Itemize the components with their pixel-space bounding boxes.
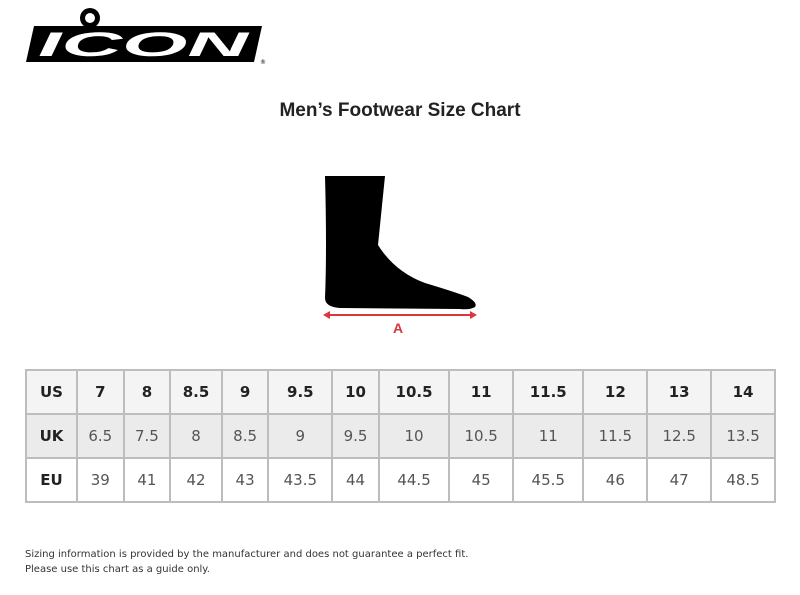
foot-diagram: A <box>323 176 477 336</box>
row-header: EU <box>25 457 78 503</box>
size-cell: 46 <box>582 457 649 503</box>
table-row-eu: EU 39 41 42 43 43.5 44 44.5 45 45.5 46 47 48.5 <box>25 457 776 503</box>
size-cell: 39 <box>76 457 125 503</box>
size-cell: 41 <box>122 457 172 503</box>
size-cell: 8.5 <box>169 369 223 415</box>
measure-arrow <box>323 311 477 319</box>
size-cell: 6.5 <box>76 413 125 459</box>
table-row-uk: UK 6.5 7.5 8 8.5 9 9.5 10 10.5 11 11.5 12.5 13.5 <box>25 413 776 459</box>
size-cell: 10 <box>331 369 380 415</box>
size-table: US 7 8 8.5 9 9.5 10 10.5 11 11.5 12 13 14 UK 6.5 7.5 8 8.… <box>25 369 776 503</box>
size-cell: 11 <box>448 369 515 415</box>
row-header: UK <box>25 413 78 459</box>
size-cell: 10.5 <box>377 369 451 415</box>
size-cell: 12 <box>582 369 649 415</box>
measure-label: A <box>393 320 403 336</box>
svg-text:®: ® <box>260 59 266 66</box>
size-cell: 9 <box>220 369 270 415</box>
size-cell: 9 <box>267 413 334 459</box>
size-cell: 8 <box>169 413 223 459</box>
row-header: US <box>25 369 78 415</box>
size-cell: 9.5 <box>331 413 380 459</box>
size-cell: 8 <box>122 369 172 415</box>
size-cell: 43 <box>220 457 270 503</box>
size-cell: 10.5 <box>448 413 515 459</box>
size-cell: 11.5 <box>512 369 585 415</box>
disclaimer-line: Please use this chart as a guide only. <box>25 564 210 575</box>
disclaimer: Sizing information is provided by the ma… <box>25 547 468 577</box>
size-cell: 12.5 <box>646 413 713 459</box>
size-cell: 13.5 <box>710 413 776 459</box>
size-cell: 42 <box>169 457 223 503</box>
size-cell: 11.5 <box>582 413 649 459</box>
size-cell: 14 <box>710 369 776 415</box>
size-cell: 43.5 <box>267 457 334 503</box>
size-cell: 44 <box>331 457 380 503</box>
table-row-us: US 7 8 8.5 9 9.5 10 10.5 11 11.5 12 13 14 <box>25 369 776 415</box>
size-cell: 8.5 <box>220 413 270 459</box>
size-cell: 45 <box>448 457 515 503</box>
size-cell: 9.5 <box>267 369 334 415</box>
size-cell: 44.5 <box>377 457 451 503</box>
disclaimer-line: Sizing information is provided by the ma… <box>25 549 469 560</box>
foot-silhouette <box>325 176 476 310</box>
size-cell: 7.5 <box>122 413 172 459</box>
size-cell: 47 <box>646 457 713 503</box>
size-cell: 48.5 <box>710 457 776 503</box>
size-cell: 10 <box>377 413 451 459</box>
svg-text:ICON: ICON <box>38 26 252 64</box>
icon-logo: ICON ® <box>26 8 266 66</box>
size-cell: 13 <box>646 369 713 415</box>
page-title: Men’s Footwear Size Chart <box>279 100 521 121</box>
size-cell: 45.5 <box>512 457 585 503</box>
size-cell: 7 <box>76 369 125 415</box>
size-cell: 11 <box>512 413 585 459</box>
